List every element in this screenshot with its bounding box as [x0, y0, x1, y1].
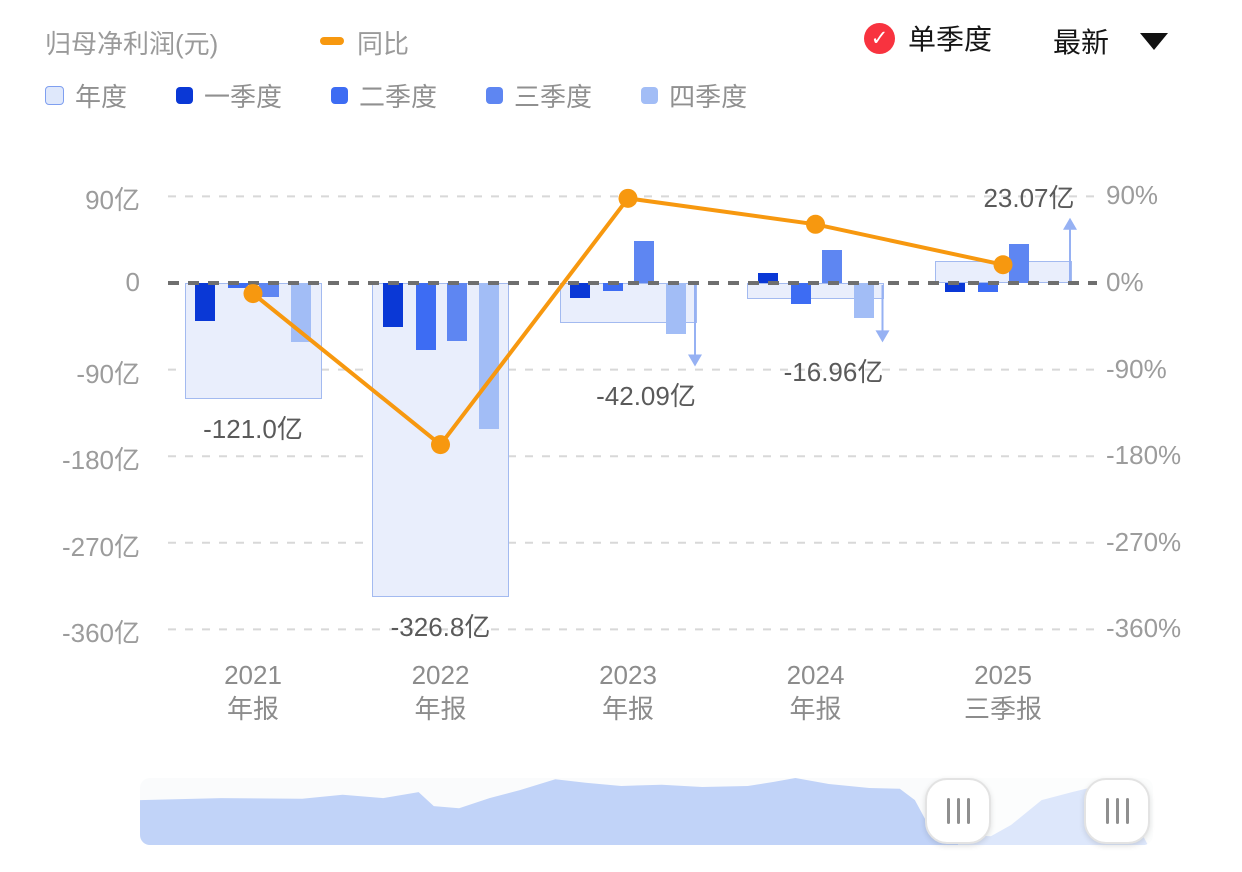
- legend-item-二季度[interactable]: 二季度: [331, 77, 437, 114]
- yoy-line-point-2024: [806, 214, 825, 234]
- y-axis-label-left: -180亿: [61, 445, 140, 476]
- x-label-year: 2023: [599, 660, 657, 690]
- bar-q4-2024[interactable]: [853, 283, 874, 318]
- y-axis-label-right: -270%: [1106, 526, 1182, 557]
- legend-swatch-icon: [45, 86, 64, 105]
- bar-q1-2022[interactable]: [382, 283, 403, 328]
- legend-swatch-icon: [641, 87, 659, 104]
- legend-item-label: 一季度: [204, 82, 283, 112]
- bar-q1-2021[interactable]: [195, 283, 215, 322]
- bar-q4-2023[interactable]: [666, 283, 686, 334]
- legend-item-label: 三季度: [514, 82, 593, 112]
- slider-handle-left[interactable]: [925, 778, 991, 844]
- legend-item-label: 四季度: [669, 82, 748, 112]
- bar-q3-2023[interactable]: [634, 240, 654, 283]
- x-label-year: 2024: [786, 660, 845, 690]
- bar-q3-2021[interactable]: [259, 283, 279, 298]
- bar-q3-2022[interactable]: [446, 283, 467, 341]
- slider-preview-silhouette: [140, 778, 1153, 845]
- yoy-line-point-2025: [993, 255, 1013, 275]
- single-quarter-toggle[interactable]: ✓ 单季度: [864, 18, 992, 58]
- slider-preview-area: [140, 778, 1153, 845]
- slider-handle-right[interactable]: [1084, 778, 1150, 844]
- x-label-period: 年报: [414, 694, 467, 724]
- legend-item-三季度[interactable]: 三季度: [486, 77, 592, 114]
- y-axis-label-right: 0%: [1106, 267, 1144, 297]
- yoy-line-point-2021: [243, 284, 263, 304]
- bar-q2-2025[interactable]: [978, 283, 998, 292]
- x-axis-label-2025[interactable]: 2025 三季报: [918, 658, 1088, 726]
- x-label-year: 2022: [411, 660, 470, 690]
- bar-q2-2023[interactable]: [603, 283, 623, 291]
- y-axis-label-left: -270亿: [61, 531, 140, 562]
- x-axis-label-2023[interactable]: 2023 年报: [543, 658, 713, 726]
- x-label-year: 2025: [974, 660, 1032, 690]
- legend-swatch-icon: [331, 87, 349, 104]
- legend-swatch-icon: [176, 87, 194, 104]
- bar-q2-2021[interactable]: [228, 283, 248, 288]
- caret-down-icon: [1140, 32, 1169, 50]
- single-quarter-label: 单季度: [908, 24, 993, 55]
- chart-title: 归母净利润(元): [45, 29, 219, 59]
- bar-q2-2022[interactable]: [415, 283, 436, 351]
- value-label-2022: -326.8亿: [390, 612, 491, 643]
- y-axis-label-left: 90亿: [85, 185, 140, 216]
- bar-q1-2024[interactable]: [757, 273, 778, 283]
- yoy-line-point-2023: [618, 188, 638, 208]
- x-label-period: 年报: [789, 694, 842, 724]
- bar-q1-2025[interactable]: [945, 283, 965, 292]
- y-axis-label-left: -90亿: [76, 358, 140, 389]
- x-label-period: 年报: [226, 694, 279, 724]
- value-label-2024: -16.96亿: [783, 357, 884, 388]
- check-icon: ✓: [864, 22, 895, 54]
- series-legend: 年度 一季度 二季度 三季度 四季度: [45, 77, 796, 114]
- bar-q2-2024[interactable]: [790, 283, 811, 305]
- legend-item-label: 二季度: [359, 82, 438, 112]
- legend-item-一季度[interactable]: 一季度: [176, 77, 282, 114]
- arrow-down-icon: [688, 354, 702, 367]
- y-axis-label-left: -360亿: [61, 618, 140, 649]
- value-label-2021: -121.0亿: [203, 414, 303, 445]
- x-axis-label-2021[interactable]: 2021 年报: [168, 658, 338, 726]
- bar-q3-2024[interactable]: [821, 250, 842, 283]
- x-label-period: 年报: [601, 694, 654, 724]
- bar-q4-2022[interactable]: [478, 283, 499, 430]
- legend-item-年度[interactable]: 年度: [45, 77, 127, 114]
- legend-swatch-icon: [486, 87, 504, 104]
- value-label-2025: 23.07亿: [983, 182, 1075, 213]
- legend-item-四季度[interactable]: 四季度: [641, 77, 747, 114]
- latest-dropdown[interactable]: 最新: [1053, 21, 1169, 61]
- y-axis-label-right: -90%: [1106, 353, 1167, 384]
- x-label-year: 2021: [224, 660, 282, 690]
- x-label-period: 三季报: [963, 694, 1042, 724]
- arrow-down-icon: [875, 330, 890, 343]
- bar-q1-2023[interactable]: [570, 283, 590, 299]
- y-axis-label-right: -180%: [1106, 440, 1182, 471]
- yoy-line-point-2022: [431, 435, 450, 455]
- value-label-2023: -42.09亿: [596, 381, 696, 412]
- bar-q3-2025[interactable]: [1009, 243, 1029, 283]
- y-axis-label-left: 0: [125, 267, 140, 297]
- arrow-up-icon: [1063, 217, 1077, 230]
- yoy-line-legend-icon: [320, 37, 344, 45]
- data-zoom-slider[interactable]: [140, 778, 1153, 845]
- y-axis-label-right: 90%: [1106, 180, 1159, 211]
- yoy-legend-label: 同比: [357, 29, 410, 59]
- y-axis-label-right: -360%: [1106, 613, 1182, 644]
- legend-item-label: 年度: [75, 82, 128, 112]
- x-axis-label-2022[interactable]: 2022 年报: [356, 658, 526, 726]
- latest-label: 最新: [1053, 27, 1110, 58]
- x-axis-label-2024[interactable]: 2024 年报: [731, 658, 901, 726]
